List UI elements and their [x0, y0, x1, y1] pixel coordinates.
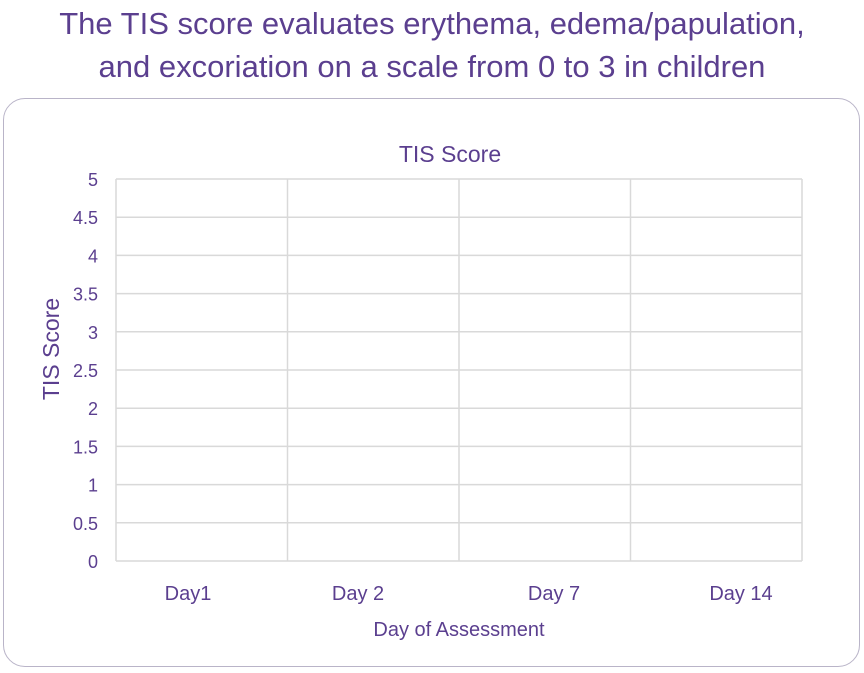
y-tick-label: 1	[88, 476, 98, 496]
y-tick-label: 0	[88, 552, 98, 572]
x-tick-label: Day1	[165, 583, 212, 605]
y-tick-label: 2.5	[73, 361, 98, 381]
x-tick-labels: Day1 Day 2 Day 7 Day 14	[165, 583, 773, 605]
y-tick-label: 4.5	[73, 208, 98, 228]
x-tick-label: Day 7	[528, 583, 580, 605]
x-axis-label: Day of Assessment	[373, 619, 545, 641]
chart-title: TIS Score	[399, 141, 501, 167]
y-tick-label: 3.5	[73, 285, 98, 305]
grid	[115, 178, 803, 562]
y-tick-label: 4	[88, 246, 98, 266]
y-tick-label: 1.5	[73, 437, 98, 457]
y-axis-label: TIS Score	[38, 298, 64, 400]
y-tick-labels: 0 0.5 1 1.5 2 2.5 3 3.5 4 4.5 5	[73, 170, 98, 572]
y-tick-label: 0.5	[73, 514, 98, 534]
headline-line-2: and excoriation on a scale from 0 to 3 i…	[98, 49, 766, 84]
y-tick-label: 2	[88, 399, 98, 419]
chart-panel	[3, 98, 860, 667]
y-tick-label: 5	[88, 170, 98, 190]
headline-line-1: The TIS score evaluates erythema, edema/…	[59, 6, 805, 41]
y-tick-label: 3	[88, 323, 98, 343]
headline: The TIS score evaluates erythema, edema/…	[0, 0, 864, 88]
x-tick-label: Day 2	[332, 583, 384, 605]
x-tick-label: Day 14	[709, 583, 772, 605]
